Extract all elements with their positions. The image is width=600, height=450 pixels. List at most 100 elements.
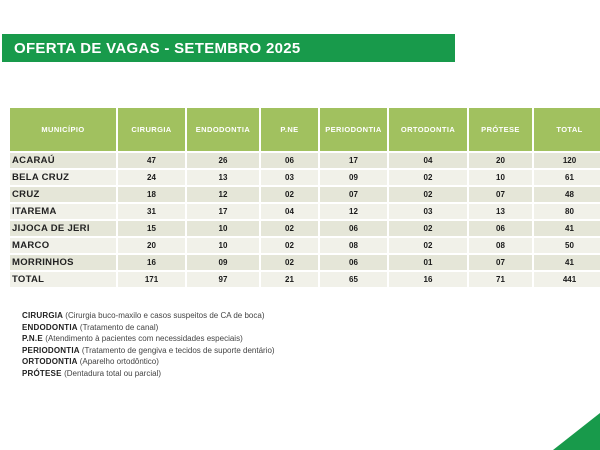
value-cell: 02 [261,238,318,253]
value-cell: 61 [534,170,600,185]
value-cell: 10 [469,170,532,185]
municipality-cell: MORRINHOS [10,255,116,270]
table-row: ACARAÚ 47 26 06 17 04 20 120 [10,153,600,168]
page-title: OFERTA DE VAGAS - SETEMBRO 2025 [14,39,301,57]
footnote-label: PERIODONTIA [22,345,82,355]
municipality-cell: ITAREMA [10,204,116,219]
value-cell: 71 [469,272,532,287]
value-cell: 06 [469,221,532,236]
value-cell: 02 [389,238,467,253]
value-cell: 24 [118,170,185,185]
column-header-pr-tese: PRÓTESE [469,108,532,151]
value-cell: 07 [469,255,532,270]
value-cell: 06 [320,221,387,236]
column-header-cirurgia: CIRURGIA [118,108,185,151]
column-header-total: TOTAL [534,108,600,151]
municipality-cell: CRUZ [10,187,116,202]
footnote-line: PERIODONTIA (Tratamento de gengiva e tec… [22,345,275,357]
value-cell: 02 [389,187,467,202]
value-cell: 06 [261,153,318,168]
corner-triangle-decoration [553,413,600,450]
value-cell: 21 [261,272,318,287]
footnote-text: (Aparelho ortodôntico) [79,357,159,366]
value-cell: 18 [118,187,185,202]
footnote-line: PRÓTESE (Dentadura total ou parcial) [22,368,275,380]
value-cell: 20 [469,153,532,168]
table-row: CRUZ 18 12 02 07 02 07 48 [10,187,600,202]
value-cell: 50 [534,238,600,253]
value-cell: 16 [389,272,467,287]
footnote-label: P.N.E [22,334,46,343]
value-cell: 01 [389,255,467,270]
value-cell: 10 [187,238,259,253]
value-cell: 09 [320,170,387,185]
value-cell: 41 [534,221,600,236]
value-cell: 02 [261,221,318,236]
municipality-cell: BELA CRUZ [10,170,116,185]
footnote-label: ENDODONTIA [22,322,80,332]
vacancies-table: MUNICÍPIO CIRURGIA ENDODONTIA P.NE PERIODONT… [8,106,600,289]
value-cell: 08 [320,238,387,253]
value-cell: 17 [320,153,387,168]
value-cell: 16 [118,255,185,270]
footnote-line: ORTODONTIA (Aparelho ortodôntico) [22,356,275,368]
value-cell: 441 [534,272,600,287]
value-cell: 02 [389,221,467,236]
footnote-text: (Atendimento à pacientes com necessidade… [45,334,243,343]
footnote-text: (Dentadura total ou parcial) [64,368,162,378]
value-cell: 17 [187,204,259,219]
value-cell: 80 [534,204,600,219]
value-cell: 06 [320,255,387,270]
footnote-text: (Tratamento de gengiva e tecidos de supo… [81,345,275,355]
table-row: MARCO 20 10 02 08 02 08 50 [10,238,600,253]
value-cell: 47 [118,153,185,168]
column-header-periodontia: PERIODONTIA [320,108,387,151]
value-cell: 07 [320,187,387,202]
table-row: BELA CRUZ 24 13 03 09 02 10 61 [10,170,600,185]
table-body: ACARAÚ 47 26 06 17 04 20 120 BELA CRUZ 24 13 03 09 02… [10,153,600,287]
value-cell: 02 [261,187,318,202]
value-cell: 26 [187,153,259,168]
value-cell: 04 [389,153,467,168]
municipality-cell: JIJOCA DE JERI [10,221,116,236]
total-row: TOTAL 171 97 21 65 16 71 441 [10,272,600,287]
table-row: JIJOCA DE JERI 15 10 02 06 02 06 41 [10,221,600,236]
value-cell: 12 [320,204,387,219]
value-cell: 03 [389,204,467,219]
value-cell: 48 [534,187,600,202]
value-cell: 97 [187,272,259,287]
footnote-text: (Tratamento de canal) [79,322,159,332]
value-cell: 31 [118,204,185,219]
value-cell: 02 [261,255,318,270]
municipality-cell: TOTAL [10,272,116,287]
footnote-text: (Cirurgia buco-maxilo e casos suspeitos … [65,311,265,320]
footnote-line: CIRURGIA (Cirurgia buco-maxilo e casos s… [22,310,275,322]
value-cell: 20 [118,238,185,253]
column-header-endodontia: ENDODONTIA [187,108,259,151]
value-cell: 08 [469,238,532,253]
footnote-label: PRÓTESE [22,368,65,378]
value-cell: 07 [469,187,532,202]
value-cell: 15 [118,221,185,236]
value-cell: 02 [389,170,467,185]
column-header-munic-pio: MUNICÍPIO [10,108,116,151]
value-cell: 65 [320,272,387,287]
value-cell: 09 [187,255,259,270]
table-header-row: MUNICÍPIO CIRURGIA ENDODONTIA P.NE PERIODONT… [10,108,600,151]
value-cell: 03 [261,170,318,185]
value-cell: 04 [261,204,318,219]
footnote-label: ORTODONTIA [22,357,80,366]
municipality-cell: ACARAÚ [10,153,116,168]
value-cell: 171 [118,272,185,287]
municipality-cell: MARCO [10,238,116,253]
footnote-line: ENDODONTIA (Tratamento de canal) [22,322,275,334]
value-cell: 120 [534,153,600,168]
value-cell: 13 [469,204,532,219]
table-row: ITAREMA 31 17 04 12 03 13 80 [10,204,600,219]
value-cell: 10 [187,221,259,236]
value-cell: 12 [187,187,259,202]
title-bar: OFERTA DE VAGAS - SETEMBRO 2025 [2,34,455,62]
footnote-line: P.N.E (Atendimento à pacientes com neces… [22,333,275,345]
column-header-ortodontia: ORTODONTIA [389,108,467,151]
